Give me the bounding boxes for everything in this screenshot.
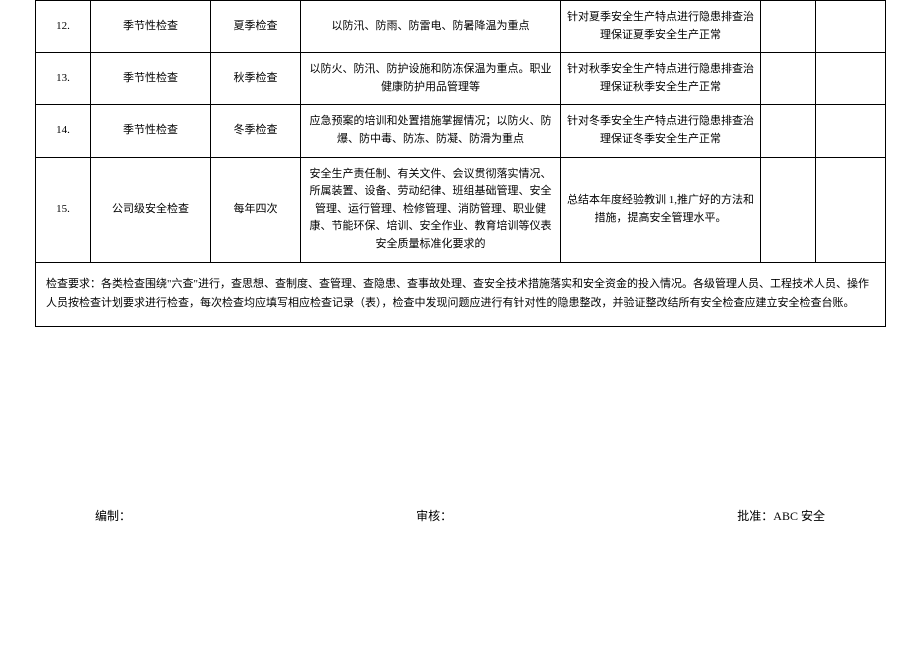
cell-type: 季节性检查 (91, 105, 211, 157)
cell-name: 冬季检查 (211, 105, 301, 157)
cell-content: 以防火、防汛、防护设施和防冻保温为重点。职业健康防护用品管理等 (301, 53, 561, 105)
cell-purpose: 针对秋季安全生产特点进行隐患排查治理保证秋季安全生产正常 (561, 53, 761, 105)
compile-label: 编制： (95, 507, 131, 524)
table-row: 13. 季节性检查 秋季检查 以防火、防汛、防护设施和防冻保温为重点。职业健康防… (36, 53, 886, 105)
table-row: 14. 季节性检查 冬季检查 应急预案的培训和处置措施掌握情况；以防火、防爆、防… (36, 105, 886, 157)
cell-note: 检查要求：各类检查围绕"六查"进行，查思想、查制度、查管理、查隐患、查事故处理、… (36, 262, 886, 327)
cell-e2 (816, 53, 886, 105)
cell-e2 (816, 157, 886, 262)
cell-type: 公司级安全检查 (91, 157, 211, 262)
cell-content: 以防汛、防雨、防雷电、防暑降温为重点 (301, 1, 561, 53)
cell-content: 应急预案的培训和处置措施掌握情况；以防火、防爆、防中毒、防冻、防凝、防滑为重点 (301, 105, 561, 157)
cell-content: 安全生产责任制、有关文件、会议贯彻落实情况、所属装置、设备、劳动纪律、班组基础管… (301, 157, 561, 262)
cell-name: 秋季检查 (211, 53, 301, 105)
approve-label: 批准： (737, 509, 773, 523)
review-label: 审核： (416, 507, 452, 524)
cell-num: 15. (36, 157, 91, 262)
approve-value: ABC 安全 (773, 509, 825, 523)
signatures-row: 编制： 审核： 批准：ABC 安全 (35, 507, 885, 524)
cell-e1 (761, 157, 816, 262)
cell-e1 (761, 1, 816, 53)
table-row: 12. 季节性检查 夏季检查 以防汛、防雨、防雷电、防暑降温为重点 针对夏季安全… (36, 1, 886, 53)
cell-type: 季节性检查 (91, 1, 211, 53)
cell-type: 季节性检查 (91, 53, 211, 105)
inspection-table: 12. 季节性检查 夏季检查 以防汛、防雨、防雷电、防暑降温为重点 针对夏季安全… (35, 0, 886, 327)
table-note-row: 检查要求：各类检查围绕"六查"进行，查思想、查制度、查管理、查隐患、查事故处理、… (36, 262, 886, 327)
approve-section: 批准：ABC 安全 (737, 507, 825, 524)
cell-e1 (761, 53, 816, 105)
page-container: 12. 季节性检查 夏季检查 以防汛、防雨、防雷电、防暑降温为重点 针对夏季安全… (0, 0, 920, 524)
cell-purpose: 针对冬季安全生产特点进行隐患排查治理保证冬季安全生产正常 (561, 105, 761, 157)
cell-e1 (761, 105, 816, 157)
cell-num: 12. (36, 1, 91, 53)
cell-purpose: 总结本年度经验教训 1,推广好的方法和措施，提高安全管理水平。 (561, 157, 761, 262)
cell-name: 每年四次 (211, 157, 301, 262)
table-row: 15. 公司级安全检查 每年四次 安全生产责任制、有关文件、会议贯彻落实情况、所… (36, 157, 886, 262)
cell-purpose: 针对夏季安全生产特点进行隐患排查治理保证夏季安全生产正常 (561, 1, 761, 53)
cell-name: 夏季检查 (211, 1, 301, 53)
cell-e2 (816, 1, 886, 53)
cell-e2 (816, 105, 886, 157)
cell-num: 14. (36, 105, 91, 157)
cell-num: 13. (36, 53, 91, 105)
